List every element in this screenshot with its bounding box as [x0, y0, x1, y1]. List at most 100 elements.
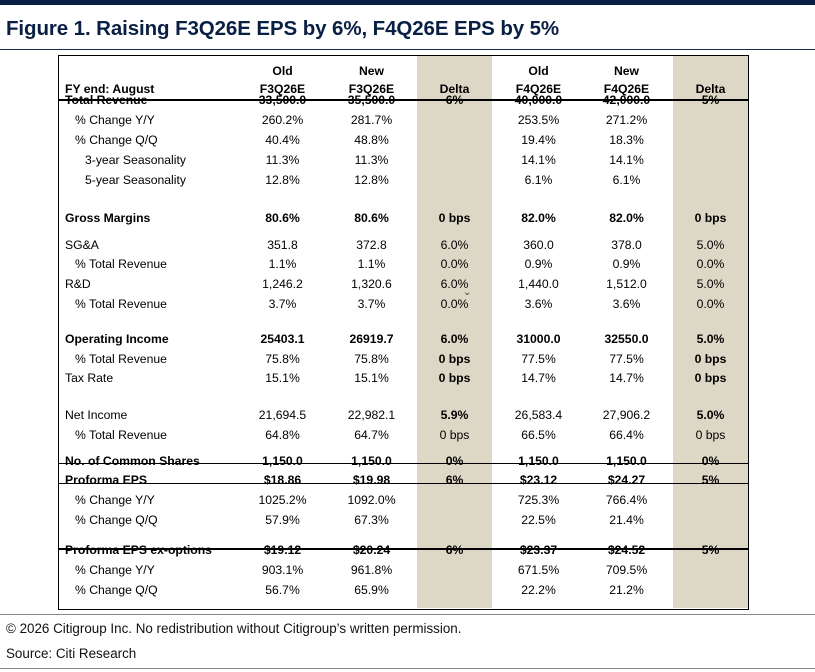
row-label: % Total Revenue: [75, 256, 167, 271]
table-cell: 14.1%: [609, 153, 644, 167]
table-cell: 709.5%: [605, 563, 648, 577]
table-cell: 0.0%: [440, 296, 469, 311]
table-row: % Total Revenue 75.8% 75.8% 0 bps 77.5% 77.5%…: [59, 349, 748, 368]
table-cell: 75.8%: [354, 351, 389, 366]
table-cell: $18.86: [263, 473, 302, 487]
table-row: % Change Y/Y 903.1% 961.8% 671.5% 709.5%: [59, 560, 748, 580]
table-cell: 3.6%: [612, 296, 641, 311]
table-cell: 5%: [701, 543, 720, 557]
table-cell: 1,440.0: [518, 277, 559, 291]
table-cell: 1.1%: [268, 256, 297, 271]
table-cell: 0.9%: [524, 256, 553, 271]
delta-band-f4q: [673, 56, 748, 608]
row-label: 5-year Seasonality: [85, 173, 186, 187]
row-label: FY end: August: [65, 82, 155, 96]
row-label: % Change Q/Q: [75, 583, 158, 597]
table-cell: 11.3%: [265, 153, 300, 167]
table-cell: 0 bps: [438, 370, 471, 385]
table-row: No. of Common Shares 1,150.0 1,150.0 0% 1,15…: [59, 452, 748, 470]
row-label: % Total Revenue: [75, 296, 167, 311]
table-cell: 372.8: [356, 237, 387, 252]
table-cell: 1,150.0: [262, 454, 303, 468]
table-cell: 19.4%: [521, 133, 556, 147]
table-row: % Total Revenue 1.1% 1.1% 0.0% 0.9% 0.9% 0.0%: [59, 254, 748, 273]
table-row: Proforma EPS $18.86 $19.98 6% $23.12 $24.27 5%: [59, 470, 748, 490]
table-cell: $19.98: [352, 473, 391, 487]
table-cell: [417, 63, 492, 79]
row-label: R&D: [65, 277, 91, 291]
table-cell: 1,150.0: [606, 454, 647, 468]
row-label: % Change Y/Y: [75, 113, 155, 127]
table-cell: 14.1%: [521, 153, 556, 167]
table-cell: 5.0%: [696, 237, 725, 252]
table-cell: 12.8%: [265, 173, 300, 187]
table-cell: [673, 130, 748, 150]
table-cell: 22,982.1: [347, 408, 396, 422]
table-cell: New: [613, 64, 640, 78]
table-cell: 64.8%: [265, 427, 300, 442]
table-cell: 0.9%: [612, 256, 641, 271]
row-label: Net Income: [65, 408, 128, 422]
table-cell: [417, 490, 492, 510]
top-accent-bar: [0, 0, 815, 5]
table-cell: 48.8%: [354, 133, 389, 147]
table-cell: 360.0: [523, 237, 554, 252]
delta-band-f3q: [417, 56, 492, 608]
table-cell: 77.5%: [521, 351, 556, 366]
table-row: % Change Q/Q 56.7% 65.9% 22.2% 21.2%: [59, 580, 748, 600]
row-label: Gross Margins: [65, 211, 151, 225]
table-cell: 1,320.6: [351, 277, 392, 291]
estimates-table: Old New Old New FY end: August F3Q26E F3Q26E De…: [58, 55, 749, 610]
table-cell: 6.0%: [440, 332, 469, 346]
table-cell: 378.0: [611, 237, 642, 252]
table-cell: [417, 170, 492, 190]
table-cell: 1092.0%: [347, 493, 396, 507]
table-cell: 1025.2%: [258, 493, 307, 507]
table-cell: 65.9%: [354, 583, 389, 597]
table-row: Operating Income 25403.1 26919.7 6.0% 31000.…: [59, 329, 748, 349]
caret-mark: ⌄: [463, 287, 472, 298]
table-cell: 6.0%: [440, 237, 469, 252]
row-label: Proforma EPS ex-options: [65, 543, 212, 557]
table-cell: 18.3%: [609, 133, 644, 147]
table-cell: [673, 63, 748, 79]
table-cell: 32550.0: [604, 332, 649, 346]
table-cell: 0.0%: [440, 256, 469, 271]
table-cell: 5%: [701, 473, 720, 487]
table-cell: New: [358, 64, 385, 78]
table-cell: [417, 150, 492, 170]
table-cell: 0.0%: [696, 296, 725, 311]
table-cell: 21.2%: [609, 583, 644, 597]
table-cell: 67.3%: [354, 512, 389, 527]
table-cell: 80.6%: [354, 211, 389, 225]
figure-title: Figure 1. Raising F3Q26E EPS by 6%, F4Q2…: [6, 17, 560, 40]
table-cell: [417, 510, 492, 529]
table-cell: 12.8%: [354, 173, 389, 187]
row-label: 3-year Seasonality: [85, 153, 186, 167]
table-cell: [673, 150, 748, 170]
row-label: % Total Revenue: [75, 427, 167, 442]
row-label: No. of Common Shares: [65, 454, 200, 468]
table-cell: [673, 560, 748, 580]
table-cell: [417, 560, 492, 580]
table-row: Proforma EPS ex-options $19.12 $20.24 6% $23…: [59, 540, 748, 560]
table-cell: 82.0%: [609, 211, 644, 225]
table-cell: Delta: [695, 82, 726, 96]
table-cell: 0 bps: [694, 351, 727, 366]
table-cell: 27,906.2: [602, 408, 651, 422]
table-cell: F4Q26E: [603, 82, 650, 96]
table-cell: 1,150.0: [351, 454, 392, 468]
row-divider: [59, 548, 748, 550]
table-cell: 22.2%: [521, 583, 556, 597]
table-cell: 5.0%: [696, 332, 725, 346]
table-cell: 21.4%: [609, 512, 644, 527]
table-cell: 6.1%: [612, 173, 641, 187]
table-cell: 25403.1: [260, 332, 305, 346]
table-row: 5-year Seasonality 12.8% 12.8% 6.1% 6.1%: [59, 170, 748, 190]
header-row: FY end: August F3Q26E F3Q26E Delta F4Q26E F4Q…: [59, 80, 748, 98]
table-cell: 6.1%: [524, 173, 553, 187]
table-cell: 0.0%: [696, 256, 725, 271]
row-label: Operating Income: [65, 332, 169, 346]
table-cell: 0 bps: [438, 211, 471, 225]
row-label: SG&A: [65, 237, 99, 252]
